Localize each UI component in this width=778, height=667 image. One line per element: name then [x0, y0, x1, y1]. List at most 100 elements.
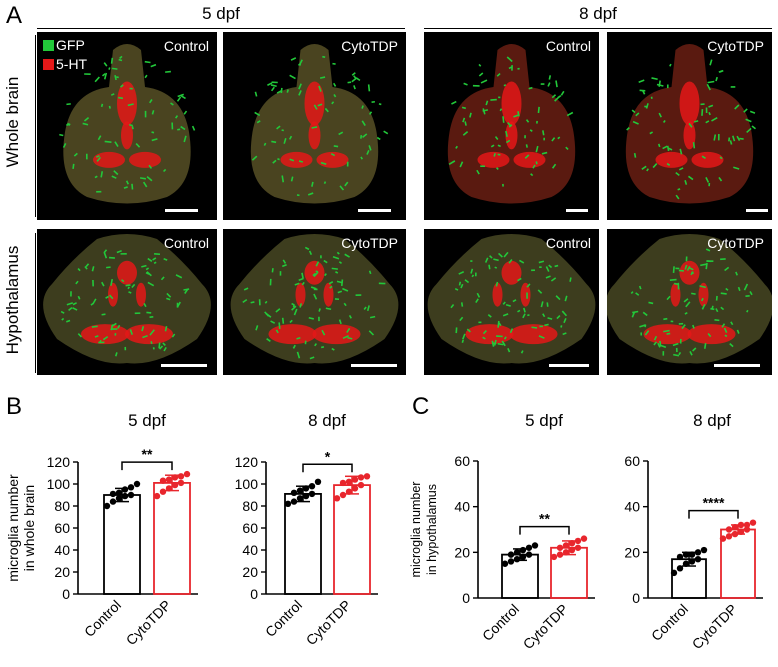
- data-point: [103, 502, 111, 510]
- microglia-cell: [497, 342, 504, 346]
- microglia-cell: [706, 83, 711, 91]
- y-tick-label: 0: [62, 586, 70, 602]
- tissue-outline: [43, 234, 211, 364]
- serotonin-cluster: [501, 81, 522, 126]
- microglia-cell: [123, 186, 128, 189]
- microglia-cell: [324, 273, 327, 277]
- microglia-cell: [290, 176, 294, 182]
- y-tick-label: 40: [242, 542, 258, 558]
- microglia-cell: [117, 324, 121, 329]
- microglia-cell: [537, 289, 543, 294]
- microglia-cell: [77, 333, 83, 338]
- serotonin-cluster: [655, 151, 688, 168]
- data-point: [725, 533, 733, 540]
- microglia-cell: [129, 123, 134, 127]
- microglia-cell: [482, 109, 489, 112]
- microglia-cell: [150, 341, 153, 345]
- microglia-cell: [672, 342, 679, 347]
- microglia-cell: [105, 295, 110, 299]
- data-point: [519, 553, 527, 561]
- microglia-cell: [729, 343, 734, 348]
- data-point: [159, 477, 167, 484]
- microglia-cell: [344, 181, 349, 187]
- legend-swatch: [43, 40, 54, 51]
- microglia-cell: [160, 276, 165, 281]
- microglia-cell: [281, 264, 287, 268]
- data-point: [676, 565, 684, 572]
- microglia-cell: [490, 144, 495, 148]
- microglia-cell: [129, 329, 134, 335]
- significance-label: ****: [703, 495, 725, 511]
- microglia-cell: [522, 313, 526, 319]
- data-point: [525, 551, 533, 558]
- microglia-cell: [343, 302, 347, 307]
- microglia-cell: [144, 74, 148, 79]
- microglia-cell: [73, 152, 78, 157]
- microglia-cell: [151, 110, 155, 115]
- data-point: [339, 479, 347, 487]
- microglia-cell: [508, 124, 513, 128]
- microglia-cell: [497, 320, 500, 328]
- bar-control: [501, 553, 539, 599]
- microglia-cell: [508, 259, 513, 264]
- microglia-cell: [675, 194, 680, 200]
- microglia-cell: [650, 96, 653, 99]
- microglia-cell: [315, 270, 319, 273]
- microglia-cell: [361, 105, 364, 109]
- data-point: [290, 489, 298, 496]
- data-point: [302, 492, 310, 500]
- microglia-cell: [291, 305, 297, 311]
- microglia-cell: [548, 264, 553, 269]
- serotonin-cluster: [312, 324, 361, 345]
- microglia-cell: [705, 248, 711, 252]
- microglia-cell: [366, 150, 370, 155]
- group-line-8dpf: [424, 28, 772, 29]
- microglia-cell: [351, 77, 358, 83]
- microglia-cell: [331, 347, 335, 351]
- microglia-cell: [277, 158, 280, 161]
- microglia-cell: [101, 73, 106, 77]
- microglia-cell: [560, 325, 563, 328]
- microglia-cell: [566, 111, 574, 117]
- microglia-cell: [125, 284, 131, 287]
- scale-bar: [358, 209, 391, 212]
- microglia-cell: [462, 131, 469, 136]
- data-point: [525, 544, 533, 551]
- y-tick-label: 60: [454, 453, 470, 469]
- microglia-cell: [166, 297, 171, 301]
- microglia-cell: [729, 140, 733, 145]
- data-point: [339, 491, 347, 499]
- microglia-cell: [298, 83, 302, 90]
- microglia-cell: [672, 266, 675, 273]
- microglia-cell: [346, 327, 351, 334]
- x-tick-label: CytoTDP: [303, 597, 354, 648]
- microglia-cell: [376, 136, 381, 141]
- microglia-cell: [683, 298, 689, 303]
- significance-label: **: [142, 446, 153, 462]
- microglia-cell: [638, 79, 645, 83]
- microglia-cell: [170, 102, 174, 106]
- microglia-cell: [544, 323, 549, 327]
- tissue-outline: [607, 234, 772, 364]
- microglia-cell: [66, 302, 74, 306]
- data-point: [731, 530, 739, 538]
- microglia-cell: [663, 329, 670, 333]
- data-point: [676, 553, 684, 561]
- microglia-cell: [254, 91, 258, 97]
- tile-label: CytoTDP: [707, 235, 764, 251]
- significance-bracket: [302, 463, 353, 473]
- microglia-cell: [142, 181, 148, 188]
- microglia-cell: [111, 67, 118, 70]
- microglia-cell: [148, 99, 153, 104]
- microglia-cell: [564, 295, 568, 302]
- microglia-cell: [461, 106, 466, 110]
- microglia-cell: [163, 346, 167, 352]
- microglia-cell: [146, 311, 152, 314]
- microglia-cell: [705, 120, 710, 124]
- microglia-cell: [72, 302, 77, 306]
- data-point: [177, 473, 185, 480]
- serotonin-cluster: [492, 282, 503, 307]
- microglia-cell: [164, 326, 168, 332]
- microglia-cell: [715, 308, 719, 313]
- microglia-cell: [121, 279, 125, 283]
